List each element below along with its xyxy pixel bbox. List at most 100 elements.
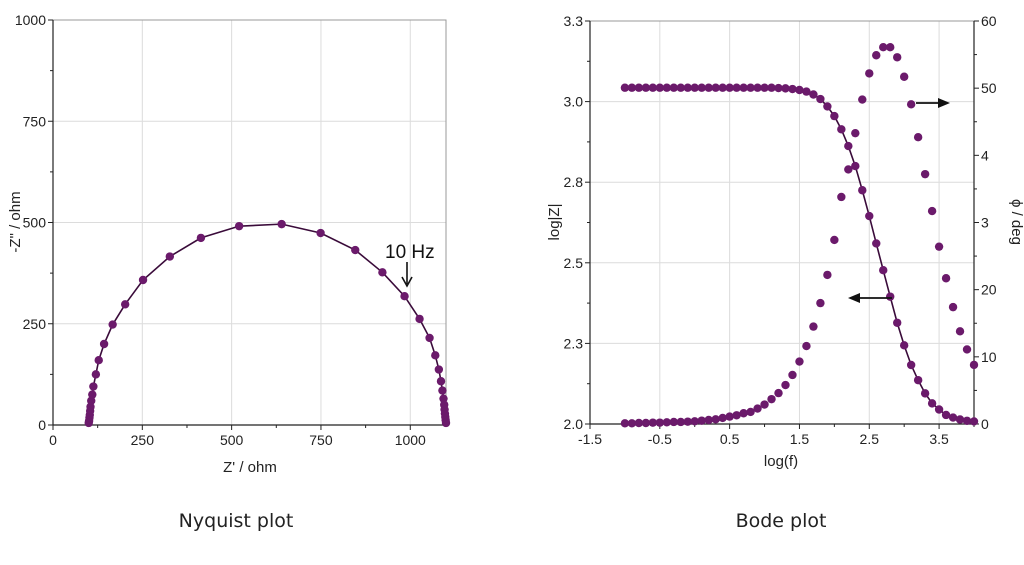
nyquist-data-point — [108, 320, 117, 329]
nyquist-y-tick-label: 0 — [38, 417, 46, 433]
bode-magnitude-point — [802, 87, 811, 96]
bode-phase-point — [760, 400, 769, 409]
bode-magnitude-point — [858, 186, 867, 195]
bode-magnitude-point — [732, 83, 741, 92]
bode-phase-point — [962, 345, 972, 354]
bode-phase-point — [655, 418, 665, 427]
bode-phase-point — [816, 298, 825, 308]
bode-magnitude-point — [760, 83, 769, 92]
bode-left-tick-label: 2.0 — [564, 416, 584, 432]
bode-right-tick-label: 4 — [981, 147, 989, 163]
bode-phase-point — [732, 411, 741, 420]
bode-left-tick-label: 2.5 — [564, 255, 584, 271]
nyquist-data-point — [441, 418, 451, 428]
bode-phase-point — [676, 417, 685, 427]
bode-right-tick-label: 3 — [981, 215, 989, 231]
bode-phase-point — [844, 165, 853, 174]
bode-phase-point — [941, 274, 951, 283]
bode-x-tick-label: 0.5 — [720, 431, 740, 447]
bode-phase-point — [913, 132, 923, 142]
bode-magnitude-point — [830, 111, 839, 121]
left-arrow-icon — [848, 293, 892, 303]
bode-phase-point — [746, 407, 755, 417]
bode-magnitude-point — [941, 410, 951, 420]
bode-magnitude-point — [746, 83, 755, 92]
nyquist-caption: Nyquist plot — [179, 510, 294, 532]
bode-magnitude-point — [865, 211, 874, 221]
nyquist-x-tick-label: 500 — [220, 432, 244, 448]
bode-phase-point — [788, 370, 797, 380]
bode-phase-point — [837, 192, 846, 202]
bode-magnitude-point — [893, 318, 902, 327]
bode-phase-point — [704, 415, 713, 425]
bode-right-tick-label: 0 — [981, 416, 989, 432]
bode-magnitude-point — [634, 83, 644, 92]
bode-magnitude-point — [927, 399, 937, 408]
bode-magnitude-point — [920, 389, 930, 398]
bode-left-tick-label: 3.3 — [564, 13, 584, 29]
bode-magnitude-point — [962, 416, 972, 425]
bode-left-tick-label: 2.8 — [564, 174, 584, 190]
nyquist-data-point — [94, 356, 103, 365]
bode-x-tick-label: -1.5 — [578, 431, 602, 447]
nyquist-chart: 0 250 500 750 1000 0 250 500 750 1000 Z' / ohm -Z… — [7, 12, 451, 532]
bode-magnitude-point — [906, 360, 916, 370]
bode-phase-point — [969, 360, 979, 370]
nyquist-data-point — [86, 402, 95, 411]
bode-series — [620, 42, 979, 428]
bode-phase-point — [795, 357, 804, 366]
nyquist-data-point — [88, 390, 97, 399]
nyquist-data-point — [316, 228, 325, 238]
bode-magnitude-point — [809, 90, 818, 99]
nyquist-data-point — [431, 351, 440, 360]
bode-phase-point — [948, 302, 958, 312]
bode-magnitude-point — [899, 341, 909, 350]
bode-magnitude-point — [844, 141, 853, 151]
nyquist-x-tick-label: 750 — [309, 432, 333, 448]
nyquist-grid — [53, 20, 446, 425]
bode-magnitude-point — [725, 83, 734, 92]
bode-magnitude-point — [620, 83, 630, 92]
bode-magnitude-point — [704, 83, 713, 92]
bode-phase-point — [725, 412, 734, 421]
nyquist-series — [84, 219, 451, 428]
bode-magnitude-point — [934, 405, 944, 414]
bode-phase-point — [739, 409, 748, 418]
nyquist-data-point — [378, 268, 387, 277]
bode-x-axis-label: log(f) — [764, 453, 798, 470]
nyquist-data-point — [91, 370, 101, 379]
nyquist-x-tick-label: 250 — [131, 432, 155, 448]
bode-phase-point — [683, 417, 692, 426]
bode-magnitude-point — [781, 84, 790, 93]
nyquist-data-point — [439, 394, 448, 403]
nyquist-data-point — [351, 245, 360, 255]
bode-magnitude-point — [627, 83, 637, 92]
nyquist-data-point — [99, 339, 109, 349]
nyquist-data-point — [425, 333, 434, 343]
bode-chart: -1.5 -0.5 0.5 1.5 2.5 3.5 2.0 2.3 2.5 2.8 3.0 3.3 0 1… — [546, 13, 1024, 532]
bode-magnitude-point — [774, 83, 783, 93]
nyquist-data-point — [120, 300, 130, 309]
bode-magnitude-point — [823, 102, 832, 111]
bode-phase-point — [690, 417, 699, 426]
bode-phase-point — [774, 388, 783, 398]
bode-magnitude-point — [662, 83, 671, 92]
nyquist-y-tick-label: 500 — [23, 215, 47, 231]
bode-magnitude-point — [683, 83, 692, 92]
bode-x-tick-label: 2.5 — [860, 431, 880, 447]
bode-phase-point — [927, 206, 937, 216]
annotation-down-arrow-icon — [401, 262, 413, 288]
bode-right-tick-label: 60 — [981, 13, 997, 29]
bode-phase-point — [781, 380, 790, 390]
nyquist-y-tick-label: 1000 — [15, 12, 46, 28]
bode-phase-point — [697, 416, 706, 425]
bode-phase-point — [662, 418, 671, 427]
bode-magnitude-point — [697, 83, 706, 92]
bode-magnitude-point — [913, 375, 923, 385]
bode-magnitude-point — [872, 239, 881, 248]
bode-phase-point — [669, 417, 678, 427]
bode-phase-point — [906, 100, 916, 109]
bode-phase-point — [823, 270, 832, 280]
nyquist-y-tick-label: 750 — [23, 113, 47, 129]
bode-magnitude-point — [676, 83, 685, 92]
